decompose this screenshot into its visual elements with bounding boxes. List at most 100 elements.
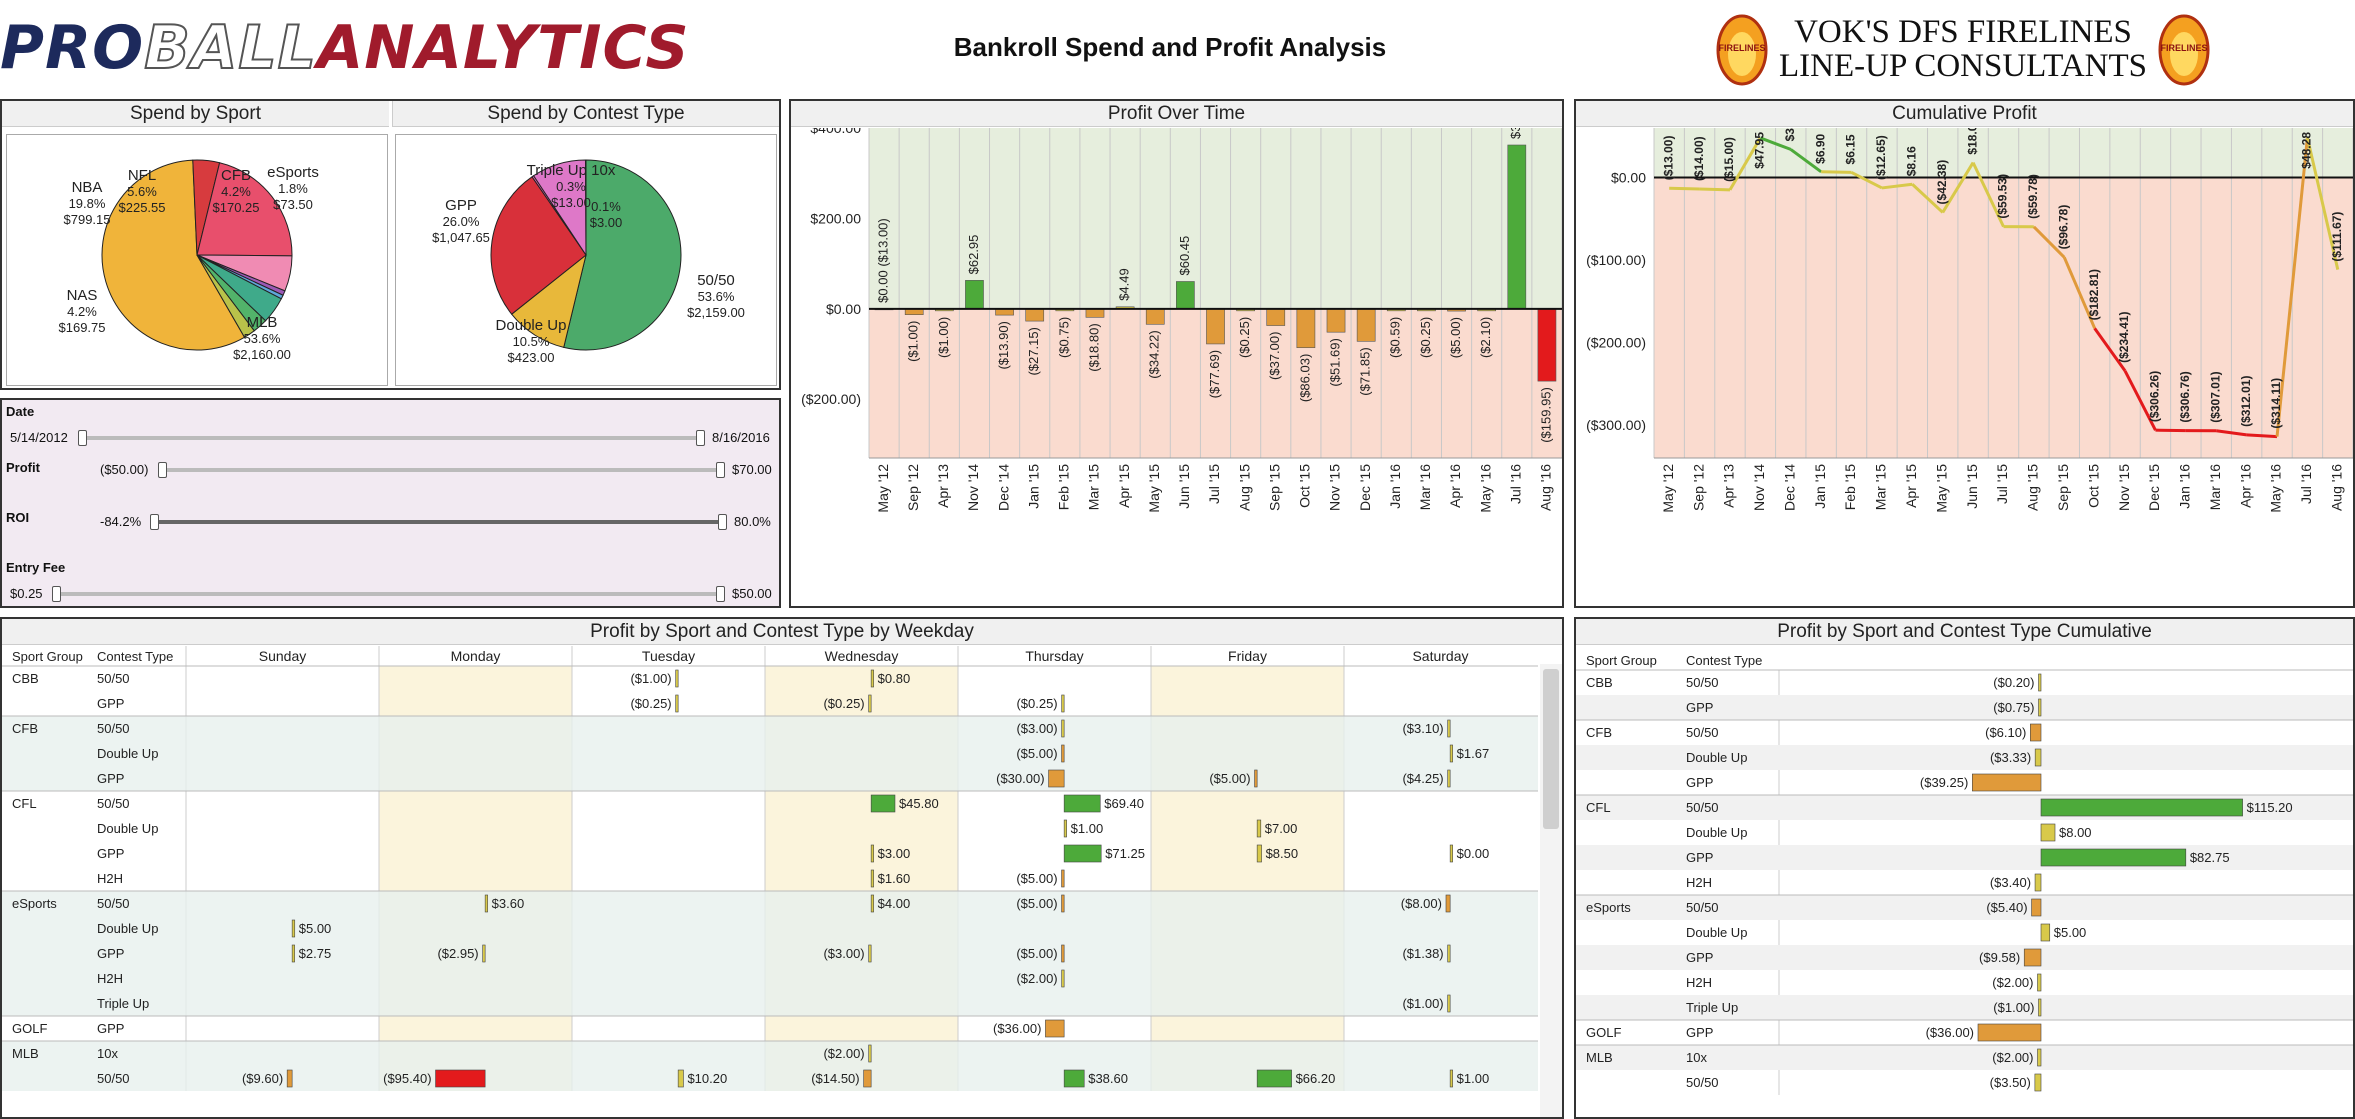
- fee-max: $50.00: [732, 586, 772, 601]
- cell-bar: [870, 794, 896, 813]
- bar-label: ($1.00): [936, 317, 951, 358]
- bar: [1025, 308, 1045, 322]
- x-tick-label: Aug '16: [1538, 464, 1554, 511]
- pie-label: $73.50: [273, 197, 313, 212]
- pie-label: 1.8%: [278, 181, 308, 196]
- fee-slider-max-handle[interactable]: [716, 586, 725, 602]
- pie-sport-title: Spend by Sport: [2, 101, 389, 127]
- date-slider-max-handle[interactable]: [696, 430, 705, 446]
- profit-time-panel: Profit Over Time $400.00 $200.00 $0.00 ($20…: [789, 99, 1564, 608]
- pie-label: NBA: [72, 179, 103, 196]
- group-band: [2, 741, 1538, 766]
- cum-table-title: Profit by Sport and Contest Type Cumulat…: [1576, 619, 2353, 645]
- contest-type-label: H2H: [1686, 975, 1712, 990]
- line-segment: [1728, 137, 1762, 191]
- bar-label: ($27.15): [1026, 327, 1041, 375]
- contest-type-label: 10x: [97, 1046, 118, 1061]
- cell-value: ($1.00): [630, 671, 671, 686]
- roi-slider-track[interactable]: [154, 520, 724, 524]
- cell-bar: [2034, 748, 2042, 767]
- date-slider-min-handle[interactable]: [78, 430, 87, 446]
- cell-value: ($3.00): [1016, 721, 1057, 736]
- row-band: [1576, 745, 2353, 770]
- logo-analytics: ANALYTICS: [316, 13, 690, 83]
- cell-bar: [868, 944, 872, 963]
- fee-slider-min-handle[interactable]: [52, 586, 61, 602]
- group-band: [2, 941, 1538, 966]
- x-tick-label: Sep '15: [1266, 464, 1282, 511]
- cell-bar: [1061, 894, 1065, 913]
- line-segment: [1821, 170, 1852, 174]
- cell-value: $8.00: [2059, 825, 2092, 840]
- contest-type-label: Double Up: [97, 746, 158, 761]
- contest-type-label: 50/50: [97, 721, 130, 736]
- col-header-sport: Sport Group: [1586, 653, 1657, 668]
- line-segment: [2216, 429, 2247, 437]
- date-slider-track[interactable]: [82, 436, 702, 440]
- weekday-scroll-thumb[interactable]: [1543, 669, 1559, 829]
- cell-bar: [1972, 773, 2042, 792]
- badge-text-right: FIRELINES: [2160, 43, 2208, 53]
- bar-label: ($34.22): [1147, 330, 1162, 378]
- date-label: Date: [6, 404, 35, 419]
- point-label: ($12.65): [1874, 135, 1888, 180]
- profit-time-chart: $400.00 $200.00 $0.00 ($200.00) $0.00 ($13.0…: [801, 128, 1562, 513]
- cell-bar: [1045, 1019, 1065, 1038]
- bar-label: ($0.59): [1388, 317, 1403, 358]
- cell-value: $66.20: [1296, 1071, 1336, 1086]
- weekday-scrollbar[interactable]: [1540, 664, 1562, 1117]
- pie-label: NAS: [67, 287, 98, 304]
- sport-group-label: CBB: [1586, 675, 1613, 690]
- cell-value: $8.50: [1266, 846, 1299, 861]
- profit-slider-track[interactable]: [162, 468, 722, 472]
- contest-type-label: Double Up: [1686, 825, 1747, 840]
- cell-value: ($0.25): [1016, 696, 1057, 711]
- date-min: 5/14/2012: [10, 430, 68, 445]
- cell-bar: [482, 944, 486, 963]
- contest-type-label: 50/50: [1686, 800, 1719, 815]
- x-tick-label: Jul '15: [1994, 464, 2010, 504]
- contest-type-label: Triple Up: [97, 996, 149, 1011]
- bar: [965, 280, 984, 310]
- cell-value: $69.40: [1104, 796, 1144, 811]
- y-tick-label: $0.00: [1611, 170, 1646, 186]
- point-label: $34.05: [1783, 128, 1797, 141]
- sport-group-label: eSports: [12, 896, 57, 911]
- profit-slider-max-handle[interactable]: [716, 462, 725, 478]
- cell-bar: [286, 1069, 293, 1088]
- cell-bar: [1447, 719, 1451, 738]
- cell-value: ($5.00): [1016, 871, 1057, 886]
- bar: [1537, 308, 1557, 382]
- cell-value: ($14.50): [811, 1071, 859, 1086]
- cell-bar: [1254, 769, 1258, 788]
- cell-value: ($2.00): [823, 1046, 864, 1061]
- cell-bar: [1449, 844, 1453, 863]
- sport-group-label: CFL: [12, 796, 37, 811]
- point-label: $8.16: [1904, 146, 1918, 176]
- cell-value: ($5.40): [1986, 900, 2027, 915]
- pie-slice: [196, 162, 293, 257]
- weekday-title: Profit by Sport and Contest Type by Week…: [2, 619, 1562, 645]
- cumulative-panel: Cumulative Profit $0.00 ($100.00) ($200.00…: [1574, 99, 2355, 608]
- contest-type-label: 10x: [1686, 1050, 1707, 1065]
- vok-logo: FIRELINES FIRELINES VOK'S DFS FIRELINES …: [1714, 12, 2214, 88]
- cell-value: ($5.00): [1016, 946, 1057, 961]
- profit-time-title: Profit Over Time: [791, 101, 1562, 127]
- line-segment: [1669, 186, 1700, 191]
- cell-value: $1.00: [1457, 1071, 1490, 1086]
- x-tick-label: May '16: [2268, 464, 2284, 513]
- profit-slider-min-handle[interactable]: [158, 462, 167, 478]
- roi-slider-max-handle[interactable]: [718, 514, 727, 530]
- bar-label: ($13.90): [996, 321, 1011, 369]
- row-band: [1576, 845, 2353, 870]
- col-header-contest: Contest Type: [97, 649, 173, 664]
- fee-slider-track[interactable]: [56, 592, 722, 596]
- sport-group-label: CBB: [12, 671, 39, 686]
- x-tick-label: Jun '15: [1176, 464, 1192, 509]
- roi-slider-min-handle[interactable]: [150, 514, 159, 530]
- x-tick-label: May '12: [1660, 464, 1676, 513]
- x-tick-label: Apr '15: [1116, 464, 1132, 508]
- cell-value: ($1.38): [1402, 946, 1443, 961]
- bar-label: ($0.75): [1056, 317, 1071, 358]
- pie-label: 26.0%: [443, 214, 480, 229]
